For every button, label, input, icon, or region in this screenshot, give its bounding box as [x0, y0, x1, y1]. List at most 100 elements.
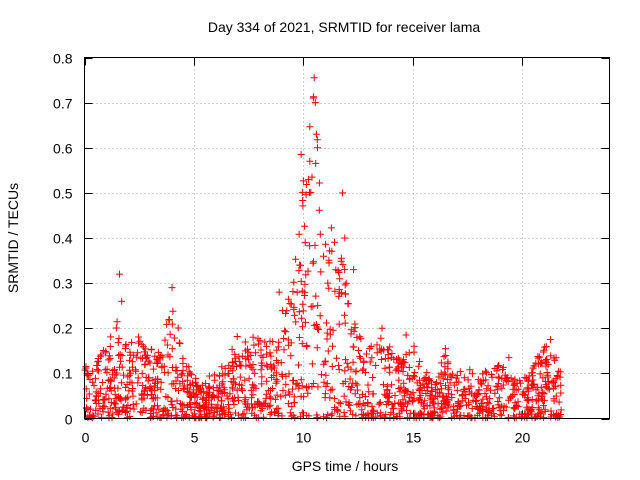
- data-point: [113, 408, 121, 416]
- data-point: [377, 347, 385, 355]
- data-point: [416, 358, 424, 365]
- data-point: [395, 409, 403, 417]
- data-point: [193, 400, 201, 407]
- data-point: [94, 410, 102, 418]
- data-point: [186, 388, 194, 396]
- data-point: [544, 361, 552, 368]
- data-point: [281, 391, 289, 399]
- y-tick-label: 0.2: [53, 321, 73, 337]
- data-point: [273, 357, 281, 364]
- data-point: [540, 402, 547, 410]
- data-point: [244, 345, 251, 353]
- data-point: [255, 340, 263, 348]
- data-point: [359, 365, 367, 373]
- data-point: [485, 400, 493, 408]
- y-tick-label: 0.3: [53, 276, 73, 292]
- data-point: [557, 389, 565, 397]
- data-point: [323, 329, 331, 337]
- data-point: [361, 393, 369, 400]
- data-point: [557, 406, 565, 414]
- data-point: [292, 380, 300, 388]
- y-tick-label: 0.8: [53, 51, 73, 67]
- data-point: [335, 286, 343, 293]
- data-point: [487, 386, 494, 394]
- data-point: [395, 376, 403, 384]
- data-point: [106, 404, 114, 412]
- data-point: [489, 405, 496, 413]
- data-point: [468, 370, 476, 378]
- data-point: [141, 345, 149, 353]
- data-point: [325, 259, 333, 267]
- data-point: [112, 324, 120, 332]
- data-point: [174, 324, 182, 332]
- data-point: [532, 397, 540, 405]
- data-point: [90, 382, 98, 390]
- data-point: [273, 391, 281, 399]
- data-point: [166, 330, 174, 338]
- data-point: [82, 385, 90, 393]
- data-point: [172, 405, 180, 413]
- data-point: [536, 353, 544, 361]
- data-point: [132, 353, 140, 361]
- data-point: [357, 335, 365, 343]
- data-point: [196, 404, 204, 412]
- x-tick-label: 10: [296, 430, 312, 446]
- data-point: [547, 413, 555, 421]
- data-point: [316, 230, 324, 238]
- data-point: [400, 379, 408, 387]
- data-point: [231, 380, 239, 388]
- data-point: [172, 363, 180, 371]
- data-point: [168, 401, 176, 409]
- data-point: [410, 394, 418, 402]
- data-point: [346, 401, 354, 409]
- data-point: [410, 342, 418, 350]
- data-point: [390, 404, 398, 412]
- data-point: [187, 393, 195, 401]
- data-point: [180, 382, 188, 390]
- data-point: [232, 409, 239, 417]
- data-point: [336, 275, 344, 283]
- data-point: [368, 354, 376, 362]
- data-point: [220, 403, 228, 411]
- data-point: [282, 380, 290, 388]
- data-point: [216, 388, 224, 395]
- data-point: [263, 342, 271, 350]
- data-point: [318, 371, 325, 379]
- data-point: [106, 383, 114, 391]
- data-point: [274, 409, 282, 417]
- data-point: [399, 358, 407, 366]
- data-point: [466, 366, 474, 374]
- x-tick-label: 15: [406, 430, 422, 446]
- data-point: [254, 398, 261, 406]
- data-point: [381, 355, 389, 363]
- data-point: [298, 188, 306, 196]
- data-point: [517, 410, 525, 418]
- data-point: [236, 361, 244, 369]
- data-point: [314, 144, 321, 152]
- data-point: [293, 288, 301, 296]
- data-point: [311, 241, 319, 249]
- data-point: [113, 369, 121, 377]
- data-point: [302, 411, 310, 419]
- data-point: [275, 288, 283, 296]
- data-point: [250, 382, 258, 390]
- data-point: [201, 401, 209, 409]
- data-point: [401, 387, 409, 394]
- data-point: [426, 394, 434, 402]
- data-point: [484, 399, 492, 406]
- data-point: [324, 279, 332, 287]
- data-point: [325, 284, 333, 292]
- data-point: [484, 411, 492, 419]
- data-point: [297, 151, 305, 158]
- data-point: [180, 401, 188, 409]
- data-point: [453, 386, 461, 394]
- data-point: [285, 370, 293, 378]
- data-point: [539, 348, 547, 356]
- data-point: [448, 414, 456, 422]
- data-point: [304, 267, 312, 275]
- data-point: [331, 238, 338, 246]
- data-point: [437, 385, 445, 393]
- data-point: [498, 411, 506, 419]
- data-point: [116, 270, 123, 278]
